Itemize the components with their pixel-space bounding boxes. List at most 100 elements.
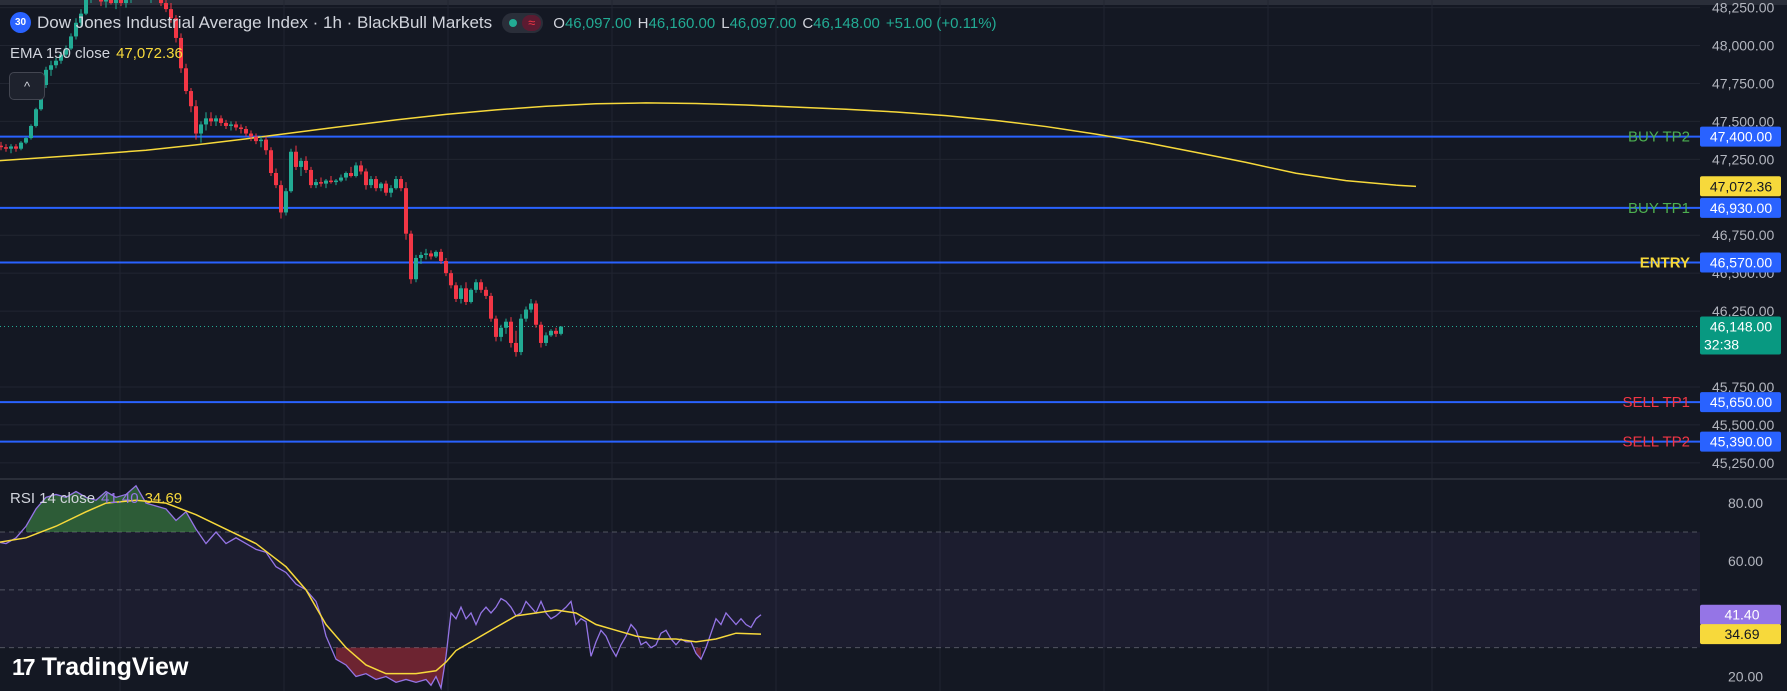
candle-body bbox=[34, 109, 38, 126]
candle-body bbox=[469, 289, 473, 302]
candle-body bbox=[24, 138, 28, 143]
candle-body bbox=[399, 179, 403, 189]
candle bbox=[84, 0, 88, 16]
candle bbox=[29, 124, 33, 140]
candle-body bbox=[209, 118, 213, 122]
tradingview-brand[interactable]: 17 TradingView bbox=[12, 653, 188, 682]
candle bbox=[219, 115, 223, 126]
last-price-box bbox=[1700, 316, 1781, 355]
candle-body bbox=[489, 295, 493, 319]
candle-body bbox=[424, 253, 428, 255]
candle bbox=[389, 185, 393, 198]
candle-body bbox=[174, 18, 178, 38]
candle bbox=[259, 136, 263, 148]
candle bbox=[119, 0, 123, 7]
ohlc-value: +51.00 (+0.11%) bbox=[885, 14, 997, 32]
candle-body bbox=[234, 124, 238, 128]
rsi-legend[interactable]: RSI 14 close 41.40 34.69 bbox=[10, 490, 182, 507]
candle-body bbox=[309, 169, 313, 186]
candle-body bbox=[389, 188, 393, 193]
candle bbox=[529, 298, 533, 313]
candle-body bbox=[164, 3, 168, 10]
candle bbox=[174, 15, 178, 43]
ohlc-value: 46,097.00 bbox=[564, 14, 632, 32]
candle bbox=[409, 230, 413, 284]
ohlc-value: 46,160.00 bbox=[648, 14, 716, 32]
candle-body bbox=[109, 0, 113, 4]
candle bbox=[130, 0, 132, 4]
tradingview-wordmark: TradingView bbox=[41, 653, 189, 681]
candle-body bbox=[379, 183, 383, 189]
candle-body bbox=[4, 147, 8, 149]
level-name-label: SELL TP1 bbox=[1622, 394, 1690, 411]
level-name-label: ENTRY bbox=[1640, 255, 1690, 272]
price-tick-label: 45,500.00 bbox=[1712, 417, 1774, 433]
candle-body bbox=[159, 0, 163, 4]
candle bbox=[429, 250, 433, 260]
candle bbox=[329, 176, 333, 184]
candle-body bbox=[344, 172, 348, 178]
countdown-text: 32:38 bbox=[1704, 337, 1739, 353]
candle-body bbox=[349, 172, 353, 177]
candle-body bbox=[119, 0, 123, 4]
ema-legend[interactable]: EMA 150 close 47,072.36 bbox=[10, 45, 183, 62]
candle-body bbox=[449, 273, 453, 286]
candle bbox=[509, 317, 513, 348]
price-tick-label: 48,250.00 bbox=[1712, 0, 1774, 16]
ema-price-label-text: 47,072.36 bbox=[1710, 178, 1772, 194]
ohlc-value: 46,148.00 bbox=[813, 14, 880, 32]
candle bbox=[59, 51, 63, 64]
candle bbox=[364, 168, 368, 190]
candle bbox=[354, 162, 358, 178]
candle-body bbox=[394, 179, 398, 189]
candle bbox=[444, 257, 448, 277]
rsi-oversold-fill bbox=[336, 647, 446, 689]
candle bbox=[184, 63, 188, 95]
ohlc-key: H bbox=[637, 14, 649, 32]
candle-body bbox=[264, 139, 268, 151]
candle-body bbox=[534, 303, 538, 325]
collapse-legend-button[interactable]: ^ bbox=[9, 72, 45, 100]
ohlc-item: L46,097.00 bbox=[721, 15, 796, 32]
candle bbox=[214, 115, 218, 126]
candle-body bbox=[304, 160, 308, 170]
candle bbox=[454, 282, 458, 302]
rsi-legend-value: 41.40 bbox=[101, 490, 139, 507]
candle-body bbox=[334, 180, 338, 183]
symbol-title[interactable]: Dow Jones Industrial Average Index · 1h … bbox=[37, 12, 493, 32]
candle-body bbox=[459, 288, 463, 299]
candle bbox=[150, 0, 152, 4]
rsi-value-label: 34.69 bbox=[1700, 624, 1781, 645]
candle bbox=[194, 100, 198, 140]
rsi-tick-label: 20.00 bbox=[1728, 669, 1763, 685]
candle bbox=[484, 286, 488, 299]
candle bbox=[44, 66, 48, 89]
candle bbox=[449, 270, 453, 289]
market-status[interactable]: ≈ bbox=[502, 12, 544, 33]
candle-body bbox=[434, 251, 438, 257]
candle bbox=[374, 176, 378, 192]
wave-icon: ≈ bbox=[522, 14, 542, 31]
candle bbox=[164, 0, 168, 13]
candle bbox=[554, 327, 558, 337]
candle-body bbox=[339, 177, 343, 181]
candle bbox=[279, 180, 283, 219]
candle-body bbox=[284, 191, 288, 213]
candle bbox=[159, 0, 163, 7]
candle-body bbox=[364, 171, 368, 186]
candle-body bbox=[64, 48, 68, 55]
rsi-value-text: 34.69 bbox=[1724, 626, 1759, 642]
level-price-label-box bbox=[1700, 252, 1781, 273]
candle-body bbox=[464, 288, 468, 302]
symbol-badge[interactable]: 30 bbox=[10, 12, 31, 33]
candle bbox=[489, 292, 493, 322]
level-name-label: BUY TP1 bbox=[1628, 200, 1690, 217]
candle bbox=[424, 248, 428, 260]
candle-body bbox=[519, 318, 523, 353]
candle-body bbox=[204, 118, 208, 125]
candle bbox=[234, 121, 238, 131]
price-tick-label: 47,500.00 bbox=[1712, 113, 1774, 129]
rsi-ma-legend-value: 34.69 bbox=[144, 490, 183, 507]
level-price-label: 46,570.00 bbox=[1700, 252, 1781, 273]
